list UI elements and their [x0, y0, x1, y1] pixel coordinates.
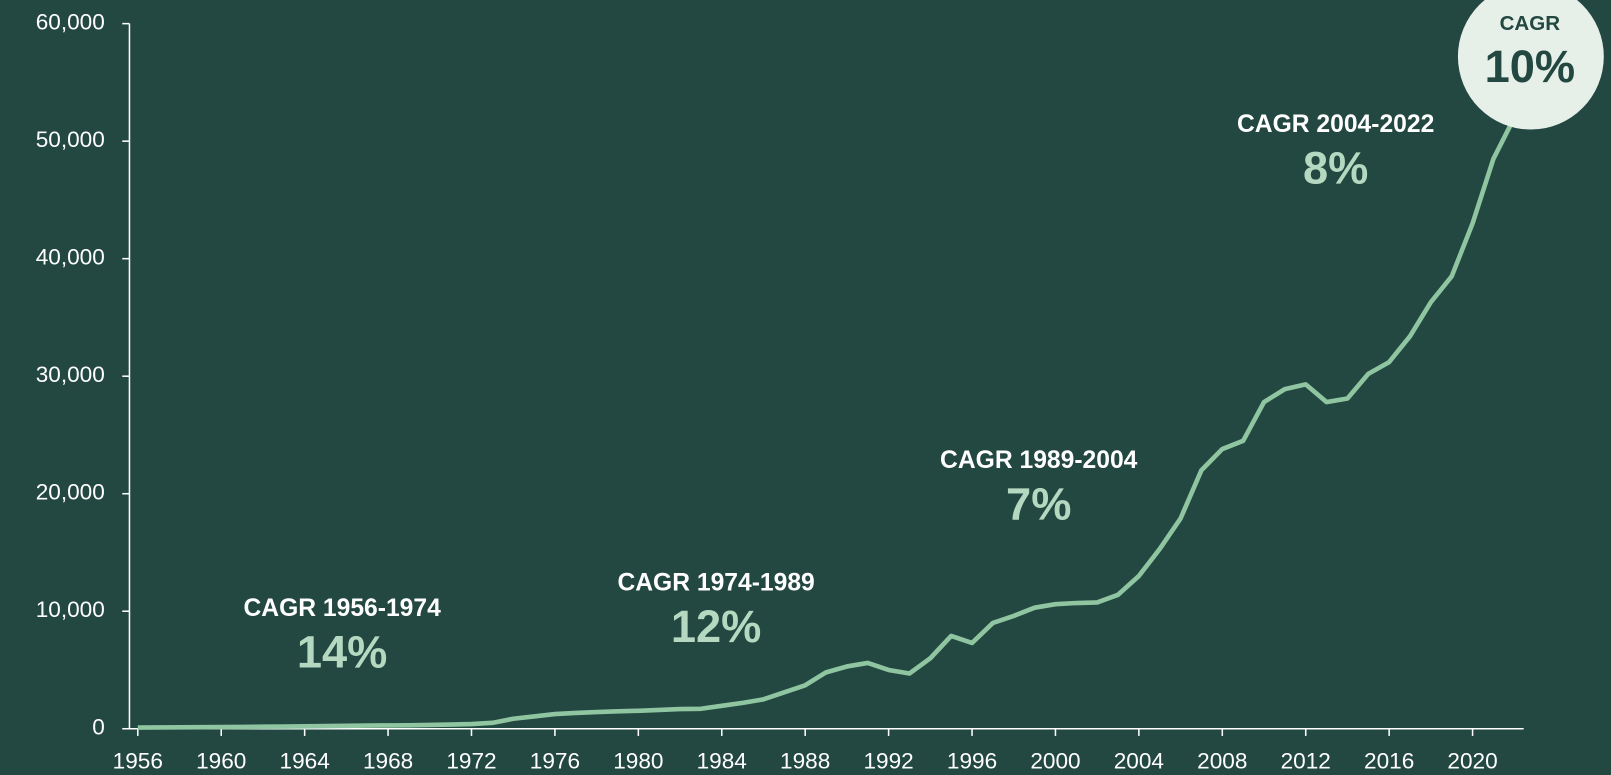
annotation-label: CAGR 1989-2004 — [940, 447, 1138, 474]
y-tick-label: 30,000 — [36, 362, 105, 387]
x-tick-label: 1960 — [196, 749, 246, 774]
annotation-value: 12% — [671, 601, 761, 652]
data-line — [137, 116, 1517, 730]
badge-value: 10% — [1485, 41, 1575, 92]
badge-label: CAGR — [1500, 12, 1561, 35]
annotation-label: CAGR 1974-1989 — [617, 569, 814, 596]
x-tick-label: 1976 — [530, 749, 580, 774]
x-tick-label: 1956 — [113, 749, 163, 774]
x-tick-label: 1988 — [780, 749, 830, 774]
x-tick-label: 2008 — [1197, 749, 1247, 774]
x-tick-label: 1992 — [863, 749, 913, 774]
x-tick-label: 1980 — [613, 749, 663, 774]
x-tick-label: 1984 — [697, 749, 747, 774]
x-tick-label: 1968 — [363, 749, 413, 774]
annotation-value: 7% — [1006, 479, 1071, 530]
annotation-value: 8% — [1303, 143, 1368, 194]
y-tick-label: 10,000 — [36, 597, 105, 622]
y-tick-label: 50,000 — [36, 127, 105, 152]
x-tick-label: 1972 — [446, 749, 496, 774]
y-tick-label: 20,000 — [36, 480, 105, 505]
y-tick-label: 40,000 — [36, 245, 105, 270]
y-tick-label: 0 — [92, 715, 105, 740]
annotation-label: CAGR 2004-2022 — [1237, 111, 1434, 138]
x-tick-label: 2000 — [1030, 749, 1080, 774]
x-tick-label: 2016 — [1364, 749, 1414, 774]
x-tick-label: 1964 — [280, 749, 330, 774]
x-tick-label: 2012 — [1281, 749, 1331, 774]
x-tick-label: 2004 — [1114, 749, 1164, 774]
annotation-label: CAGR 1956-1974 — [243, 595, 441, 622]
x-tick-label: 1996 — [947, 749, 997, 774]
y-tick-label: 60,000 — [36, 10, 105, 35]
annotation-value: 14% — [297, 627, 387, 678]
x-tick-label: 2020 — [1447, 749, 1497, 774]
cagr-badge — [1457, 0, 1604, 130]
